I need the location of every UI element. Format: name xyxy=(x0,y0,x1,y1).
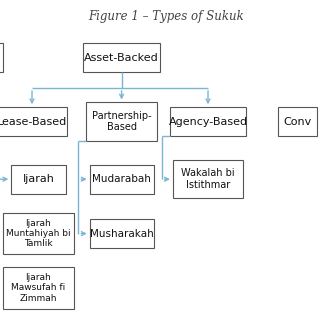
FancyBboxPatch shape xyxy=(0,107,67,136)
FancyBboxPatch shape xyxy=(86,102,157,141)
Text: Asset-Backed: Asset-Backed xyxy=(84,52,159,63)
Text: Musharakah: Musharakah xyxy=(90,228,154,239)
Text: Ijarah
Mawsufah fi
Zimmah: Ijarah Mawsufah fi Zimmah xyxy=(11,273,66,303)
FancyBboxPatch shape xyxy=(170,107,246,136)
Text: Ijarah: Ijarah xyxy=(22,174,54,184)
FancyBboxPatch shape xyxy=(3,213,74,254)
FancyBboxPatch shape xyxy=(3,267,74,309)
FancyBboxPatch shape xyxy=(90,219,154,248)
Text: Lease-Based: Lease-Based xyxy=(0,116,67,127)
Text: Conv: Conv xyxy=(284,116,312,127)
Text: Wakalah bi
Istithmar: Wakalah bi Istithmar xyxy=(181,168,235,190)
Text: Ijarah
Muntahiyah bi
Tamlik: Ijarah Muntahiyah bi Tamlik xyxy=(6,219,71,249)
Text: Figure 1 – Types of Sukuk: Figure 1 – Types of Sukuk xyxy=(89,10,244,23)
FancyBboxPatch shape xyxy=(11,165,66,194)
FancyBboxPatch shape xyxy=(278,107,317,136)
Text: Mudarabah: Mudarabah xyxy=(92,174,151,184)
Text: Agency-Based: Agency-Based xyxy=(168,116,248,127)
Text: Partnership-
Based: Partnership- Based xyxy=(92,111,151,132)
FancyBboxPatch shape xyxy=(90,165,154,194)
FancyBboxPatch shape xyxy=(0,43,3,72)
FancyBboxPatch shape xyxy=(83,43,160,72)
FancyBboxPatch shape xyxy=(173,160,243,198)
